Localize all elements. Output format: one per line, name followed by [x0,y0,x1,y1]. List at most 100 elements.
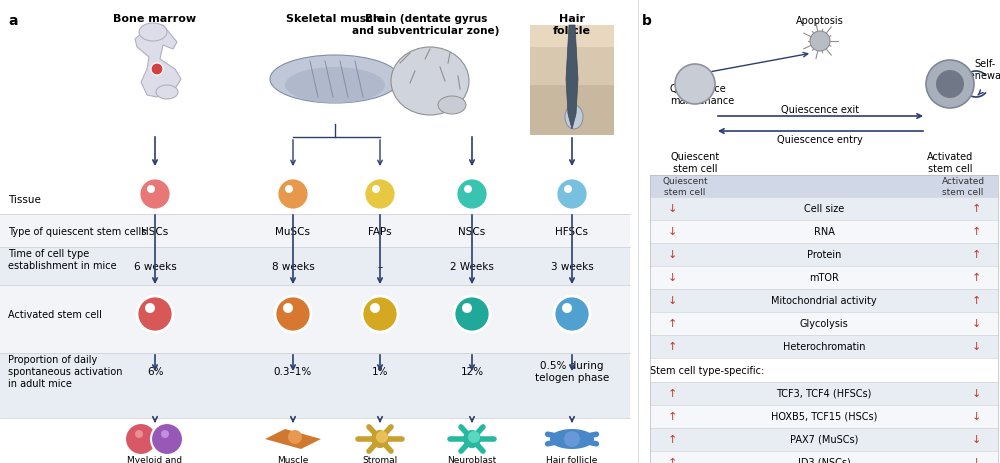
Bar [650,198,998,220]
Circle shape [277,179,309,211]
Ellipse shape [270,56,400,104]
Circle shape [275,296,311,332]
Circle shape [372,186,380,194]
Text: ↓: ↓ [667,226,677,237]
Circle shape [364,179,396,211]
Circle shape [554,296,590,332]
Text: mTOR: mTOR [809,272,839,282]
Bar [530,26,614,48]
Text: ↑: ↑ [667,319,677,328]
Circle shape [151,64,163,76]
Text: 8 weeks: 8 weeks [272,262,314,271]
Text: 3 weeks: 3 weeks [551,262,593,271]
Text: Bone marrow: Bone marrow [113,14,197,24]
Text: 1%: 1% [372,366,388,376]
Circle shape [139,179,171,211]
Circle shape [161,430,169,438]
Text: ↑: ↑ [971,272,981,282]
Text: Heterochromatin: Heterochromatin [783,341,865,351]
Text: ID3 (NSCs): ID3 (NSCs) [798,457,850,463]
Text: ↓: ↓ [667,250,677,259]
Bar [650,220,998,244]
Circle shape [125,423,157,455]
Text: b: b [642,14,652,28]
Bar [650,313,998,335]
Circle shape [562,303,572,313]
Circle shape [135,430,143,438]
Circle shape [564,431,580,447]
Text: Glycolysis: Glycolysis [800,319,848,328]
Text: RNA: RNA [814,226,834,237]
Circle shape [556,179,588,211]
Text: Self-
renewal: Self- renewal [966,59,1000,81]
Text: Mitochondrial activity: Mitochondrial activity [771,295,877,305]
Text: ↓: ↓ [971,388,981,398]
Ellipse shape [285,68,385,104]
Text: ↑: ↑ [971,204,981,213]
Polygon shape [135,26,181,98]
Text: Activated
stem cell: Activated stem cell [927,152,973,174]
Circle shape [454,296,490,332]
Bar [0,214,630,247]
Bar [650,428,998,451]
Circle shape [145,303,155,313]
Text: Quiescent
stem cell: Quiescent stem cell [662,176,708,197]
Text: Time of cell type
establishment in mice: Time of cell type establishment in mice [8,248,117,270]
Text: Tissue: Tissue [8,194,41,205]
Text: Apoptosis: Apoptosis [796,16,844,26]
Text: MuSCs: MuSCs [276,226,310,237]
Circle shape [564,186,572,194]
Text: Proportion of daily
spontaneous activation
in adult mice: Proportion of daily spontaneous activati… [8,354,122,388]
Bar [0,285,630,353]
Text: Brain (dentate gyrus
and subventricular zone): Brain (dentate gyrus and subventricular … [352,14,500,36]
Text: Skeletal muscle: Skeletal muscle [286,14,384,24]
Text: ↓: ↓ [667,272,677,282]
Text: a: a [8,14,18,28]
Circle shape [371,430,389,448]
Text: 6 weeks: 6 weeks [134,262,176,271]
Circle shape [456,179,488,211]
Bar [650,266,998,289]
Bar [530,86,614,136]
Text: Stem cell type-specific:: Stem cell type-specific: [650,365,764,375]
Text: Hair
folicle: Hair folicle [553,14,591,36]
Text: 0.5% during
telogen phase: 0.5% during telogen phase [535,360,609,382]
Circle shape [151,423,183,455]
Text: Activated stem cell: Activated stem cell [8,309,102,319]
Text: FAPs: FAPs [368,226,392,237]
Text: ↑: ↑ [971,226,981,237]
Text: ↓: ↓ [971,434,981,444]
Circle shape [675,65,715,105]
Circle shape [376,431,388,443]
Bar [650,405,998,428]
Bar [0,247,630,285]
Bar [650,175,998,198]
Text: ↓: ↓ [667,204,677,213]
Circle shape [285,186,293,194]
Text: Activated
stem cell: Activated stem cell [941,176,985,197]
Bar [650,335,998,358]
Ellipse shape [438,97,466,115]
Bar [650,175,998,463]
Text: HFSCs: HFSCs [556,226,588,237]
Circle shape [370,303,380,313]
Circle shape [283,303,293,313]
Text: HSCs: HSCs [141,226,169,237]
Bar [650,451,998,463]
Ellipse shape [565,106,583,130]
Text: TCF3, TCF4 (HFSCs): TCF3, TCF4 (HFSCs) [776,388,872,398]
Text: ↑: ↑ [971,295,981,305]
Text: ↑: ↑ [971,250,981,259]
Text: ↑: ↑ [667,411,677,421]
Circle shape [362,296,398,332]
Text: ↓: ↓ [971,411,981,421]
Circle shape [137,296,173,332]
Text: Type of quiescent stem cells: Type of quiescent stem cells [8,226,146,237]
Text: 2 Weeks: 2 Weeks [450,262,494,271]
Bar [650,382,998,405]
Bar [650,244,998,266]
Ellipse shape [156,86,178,100]
Text: Cell size: Cell size [804,204,844,213]
Text: Neuroblast
progenitors: Neuroblast progenitors [446,455,498,463]
Text: ↓: ↓ [971,319,981,328]
